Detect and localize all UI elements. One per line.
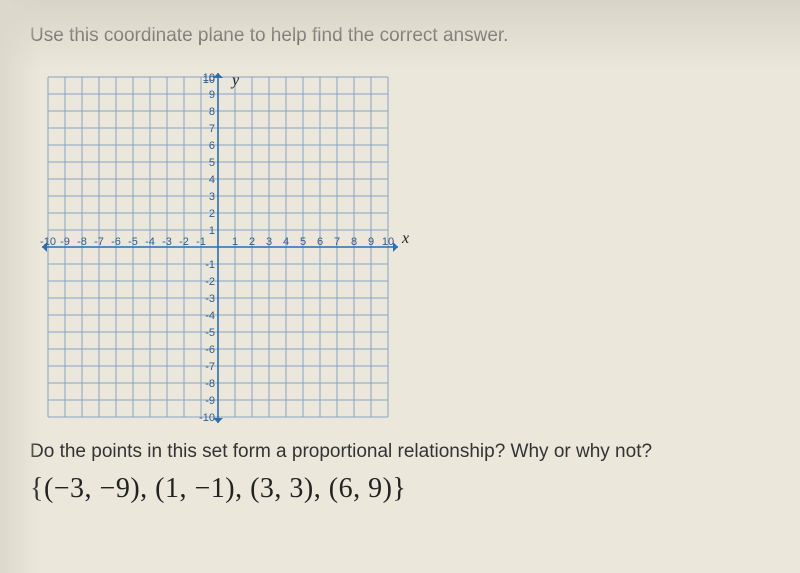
svg-text:-1: -1 xyxy=(196,236,206,248)
svg-text:4: 4 xyxy=(283,236,289,248)
svg-text:5: 5 xyxy=(300,236,306,248)
svg-text:4: 4 xyxy=(209,174,215,186)
svg-text:-1: -1 xyxy=(205,259,215,271)
svg-text:-5: -5 xyxy=(128,236,138,248)
svg-text:10: 10 xyxy=(203,74,215,86)
svg-text:-2: -2 xyxy=(205,276,215,288)
svg-text:6: 6 xyxy=(317,236,323,248)
svg-text:-3: -3 xyxy=(205,293,215,305)
svg-text:-9: -9 xyxy=(205,395,215,407)
point-set-notation: {(−3, −9), (1, −1), (3, 3), (6, 9)} xyxy=(30,473,770,505)
svg-text:3: 3 xyxy=(209,191,215,203)
svg-text:9: 9 xyxy=(368,236,374,248)
svg-text:-7: -7 xyxy=(205,361,215,373)
svg-text:8: 8 xyxy=(351,236,357,248)
worksheet-page: Use this coordinate plane to help find t… xyxy=(0,0,800,525)
svg-text:-10: -10 xyxy=(40,236,56,248)
svg-text:-3: -3 xyxy=(162,236,172,248)
svg-text:-6: -6 xyxy=(205,344,215,356)
svg-text:-8: -8 xyxy=(77,236,87,248)
svg-text:-9: -9 xyxy=(60,236,70,248)
svg-text:-2: -2 xyxy=(179,236,189,248)
svg-text:-5: -5 xyxy=(205,327,215,339)
svg-text:x: x xyxy=(401,230,409,247)
svg-text:7: 7 xyxy=(334,236,340,248)
question-text: Do the points in this set form a proport… xyxy=(30,441,770,463)
svg-text:-7: -7 xyxy=(94,236,104,248)
coordinate-plane-svg: -10-9-8-7-6-5-4-3-2-11234567891012345678… xyxy=(30,71,412,425)
svg-text:-10: -10 xyxy=(199,412,215,424)
svg-text:8: 8 xyxy=(209,106,215,118)
svg-text:3: 3 xyxy=(266,236,272,248)
svg-text:9: 9 xyxy=(209,89,215,101)
svg-text:1: 1 xyxy=(232,236,238,248)
svg-text:y: y xyxy=(230,72,240,89)
svg-text:6: 6 xyxy=(209,140,215,152)
svg-text:-6: -6 xyxy=(111,236,121,248)
svg-text:10: 10 xyxy=(382,236,394,248)
svg-text:7: 7 xyxy=(209,123,215,135)
svg-text:1: 1 xyxy=(209,225,215,237)
svg-text:2: 2 xyxy=(249,236,255,248)
svg-text:5: 5 xyxy=(209,157,215,169)
svg-text:-4: -4 xyxy=(205,310,215,322)
svg-text:-4: -4 xyxy=(145,236,155,248)
coordinate-plane: -10-9-8-7-6-5-4-3-2-11234567891012345678… xyxy=(30,71,432,423)
svg-text:-8: -8 xyxy=(205,378,215,390)
svg-text:2: 2 xyxy=(209,208,215,220)
instruction-text: Use this coordinate plane to help find t… xyxy=(30,24,770,49)
